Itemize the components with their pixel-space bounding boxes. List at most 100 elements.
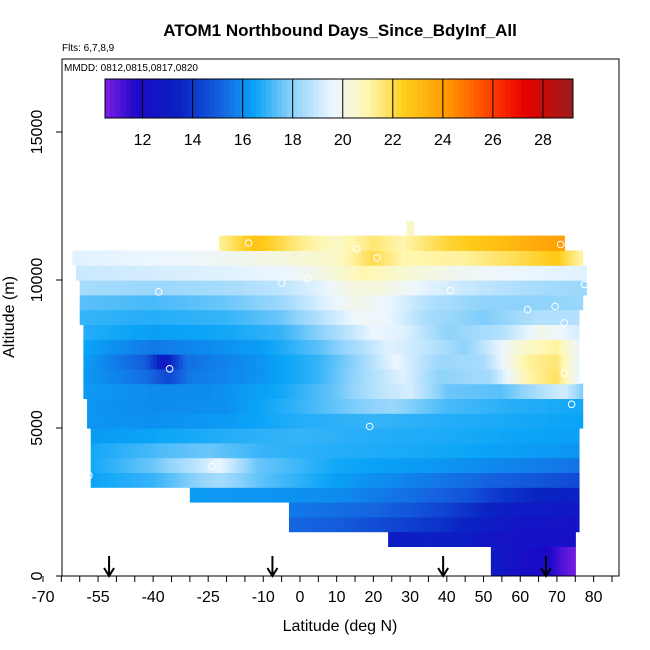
heatmap-cell xyxy=(512,398,518,414)
heatmap-cell xyxy=(527,280,532,296)
heatmap-cell xyxy=(131,339,136,355)
heatmap-cell xyxy=(380,294,385,311)
heatmap-cell xyxy=(178,354,184,370)
heatmap-cell xyxy=(553,472,558,488)
heatmap-cell xyxy=(127,250,132,266)
heatmap-cell xyxy=(120,472,125,488)
heatmap-cell xyxy=(259,339,264,355)
heatmap-cell xyxy=(454,398,459,414)
heatmap-cell xyxy=(336,294,341,311)
heatmap-cell xyxy=(149,442,154,459)
heatmap-cell xyxy=(167,265,173,281)
heatmap-cell xyxy=(299,339,305,355)
heatmap-cell xyxy=(340,354,345,370)
heatmap-cell xyxy=(450,324,455,340)
heatmap-cell xyxy=(237,472,242,488)
heatmap-cell xyxy=(487,531,492,547)
heatmap-cell xyxy=(380,398,385,414)
heatmap-cell xyxy=(461,265,466,281)
heatmap-cell xyxy=(204,250,209,266)
heatmap-cell xyxy=(388,472,393,488)
heatmap-cell xyxy=(296,309,301,325)
heatmap-cell xyxy=(123,472,129,488)
colorbar-segment xyxy=(515,79,522,118)
heatmap-cell xyxy=(314,294,319,311)
heatmap-cell xyxy=(542,309,547,325)
heatmap-cell xyxy=(120,413,125,429)
heatmap-cell xyxy=(178,265,184,281)
heatmap-cell xyxy=(255,428,261,444)
heatmap-cell xyxy=(564,354,569,370)
heatmap-cell xyxy=(266,487,272,503)
x-tick-label: -10 xyxy=(252,589,275,606)
heatmap-cell xyxy=(413,339,419,355)
heatmap-cell xyxy=(175,368,180,385)
heatmap-cell xyxy=(490,383,496,399)
heatmap-cell xyxy=(377,502,382,518)
heatmap-cell xyxy=(156,472,162,488)
heatmap-cell xyxy=(270,383,275,399)
heatmap-cell xyxy=(101,294,107,311)
heatmap-cell xyxy=(160,309,165,325)
heatmap-cell xyxy=(366,250,371,266)
heatmap-cell xyxy=(233,235,239,251)
heatmap-cell xyxy=(553,265,558,281)
heatmap-cell xyxy=(512,531,518,547)
heatmap-cell xyxy=(501,368,507,385)
heatmap-cell xyxy=(123,280,129,296)
heatmap-cell xyxy=(318,250,323,266)
heatmap-cell xyxy=(395,280,400,296)
heatmap-cell xyxy=(351,250,356,266)
heatmap-cell xyxy=(545,442,551,459)
heatmap-cell xyxy=(549,383,554,399)
colorbar-segment xyxy=(557,79,564,118)
heatmap-cell xyxy=(428,398,433,414)
heatmap-cell xyxy=(336,472,341,488)
heatmap-cell xyxy=(443,280,448,296)
heatmap-cell xyxy=(362,265,367,281)
heatmap-cell xyxy=(391,324,397,340)
heatmap-cell xyxy=(292,428,297,444)
heatmap-cell xyxy=(277,428,283,444)
heatmap-cell xyxy=(175,413,180,429)
heatmap-cell xyxy=(501,546,507,576)
heatmap-cell xyxy=(226,250,231,266)
heatmap-cell xyxy=(435,472,441,488)
heatmap-cell xyxy=(531,457,536,473)
heatmap-cell xyxy=(292,250,297,266)
heatmap-cell xyxy=(266,324,272,340)
heatmap-cell xyxy=(450,339,455,355)
heatmap-cell xyxy=(523,442,529,459)
heatmap-cell xyxy=(432,383,437,399)
colorbar-tick-label: 26 xyxy=(484,132,502,149)
heatmap-cell xyxy=(186,428,191,444)
heatmap-cell xyxy=(142,428,147,444)
heatmap-cell xyxy=(156,442,162,459)
heatmap-cell xyxy=(329,250,334,266)
heatmap-cell xyxy=(395,294,400,311)
heatmap-cell xyxy=(435,250,441,266)
heatmap-cell xyxy=(531,339,536,355)
heatmap-cell xyxy=(520,368,525,385)
heatmap-cell xyxy=(439,368,444,385)
heatmap-cell xyxy=(439,457,444,473)
heatmap-cell xyxy=(175,309,180,325)
heatmap-cell xyxy=(230,235,235,251)
heatmap-cell xyxy=(215,368,220,385)
heatmap-row xyxy=(83,368,580,385)
heatmap-cell xyxy=(549,487,554,503)
heatmap-cell xyxy=(351,442,356,459)
colorbar-segment xyxy=(209,79,215,118)
heatmap-cell xyxy=(189,324,195,340)
heatmap-cell xyxy=(402,368,408,385)
heatmap-cell xyxy=(421,368,426,385)
heatmap-cell xyxy=(259,294,264,311)
heatmap-cell xyxy=(336,442,341,459)
heatmap-cell xyxy=(197,398,202,414)
heatmap-cell xyxy=(182,265,187,281)
heatmap-cell xyxy=(266,368,272,385)
colorbar-segment xyxy=(172,79,179,118)
heatmap-cell xyxy=(120,398,125,414)
heatmap-cell xyxy=(303,324,308,340)
colorbar-segment xyxy=(136,79,142,118)
